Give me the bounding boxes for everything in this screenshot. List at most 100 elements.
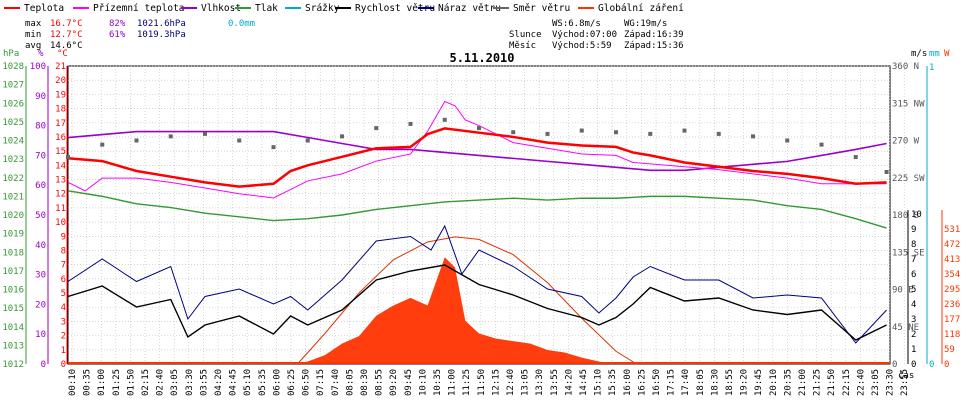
axis-dir-tick-3: 225 SW: [892, 174, 925, 184]
axis-pct-tick-20: 20: [35, 300, 46, 310]
x-tick-21: 08:55: [375, 369, 385, 396]
wind-dir-point-24: [884, 169, 889, 174]
axis-unit-w: W: [944, 49, 950, 59]
axis-temp-tick-4: 4: [61, 303, 66, 313]
axis-unit-mm: mm: [929, 49, 940, 59]
axis-ms-tick-3: 3: [911, 315, 916, 325]
axis-temp-tick-5: 5: [61, 289, 66, 299]
moon-label: Měsíc: [509, 41, 536, 51]
axis-unit-ms: m/s: [911, 49, 927, 59]
axis-w-tick-472: 472: [944, 240, 960, 250]
x-tick-15: 06:25: [287, 369, 297, 396]
axis-hpa-tick-1015: 1015: [2, 304, 24, 314]
axis-ms-tick-9: 9: [911, 225, 916, 235]
sun-rise: Východ:07:00: [552, 30, 617, 40]
axis-ms-tick-5: 5: [911, 285, 916, 295]
axis-dir-tick-7: 45 NE: [892, 323, 919, 333]
axis-ms-tick-10: 10: [911, 210, 922, 220]
x-tick-34: 14:20: [564, 369, 574, 396]
wind-dir-point-17: [648, 131, 653, 136]
axis-temp-tick-1: 1: [61, 346, 66, 356]
x-tick-23: 09:45: [404, 369, 414, 396]
wind-dir-point-0: [66, 155, 70, 160]
stats-block: max 16.7°C 82% 1021.6hPa 0.0mm min 12.7°…: [25, 19, 255, 51]
axis-hpa-tick-1022: 1022: [2, 174, 24, 184]
axis-w-tick-59: 59: [944, 345, 955, 355]
legend-label-5: Rychlost větru: [355, 3, 435, 14]
x-tick-11: 04:45: [229, 369, 239, 396]
x-tick-13: 05:35: [258, 369, 268, 396]
axis-hpa-tick-1024: 1024: [2, 137, 24, 147]
axis-hpa-tick-1023: 1023: [2, 155, 24, 165]
x-tick-41: 17:15: [667, 369, 677, 396]
axis-temp-tick-21: 21: [55, 62, 66, 72]
x-tick-56: 23:30: [886, 369, 896, 396]
x-tick-2: 01:00: [97, 369, 107, 396]
x-tick-31: 13:05: [521, 369, 531, 396]
x-tick-1: 00:35: [83, 369, 93, 396]
axis-temp-tick-3: 3: [61, 317, 66, 327]
x-tick-54: 22:40: [856, 369, 866, 396]
axis-temp-tick-16: 16: [55, 133, 66, 143]
x-tick-27: 11:25: [462, 369, 472, 396]
axis-unit-temp: °C: [57, 49, 68, 59]
axis-w-tick-236: 236: [944, 300, 960, 310]
legend-label-6: Náraz větru: [438, 3, 501, 14]
axis-ms-tick-8: 8: [911, 240, 916, 250]
axis-pct-tick-10: 10: [35, 330, 46, 340]
axis-unit-pct: %: [38, 49, 44, 59]
x-tick-28: 11:50: [477, 369, 487, 396]
x-tick-9: 03:55: [199, 369, 209, 396]
x-tick-47: 19:45: [754, 369, 764, 396]
axis-hpa-tick-1021: 1021: [2, 192, 24, 202]
axis-temp-tick-19: 19: [55, 90, 66, 100]
x-tick-16: 06:50: [302, 369, 312, 396]
stat-max-temp: 16.7°C: [50, 19, 83, 29]
x-tick-33: 13:55: [550, 369, 560, 396]
x-tick-35: 14:45: [579, 369, 589, 396]
axis-hpa-tick-1013: 1013: [2, 341, 24, 351]
axis-dir-tick-2: 270 W: [892, 137, 920, 147]
x-tick-30: 12:40: [506, 369, 516, 396]
wind-dir-point-8: [340, 134, 344, 139]
series-pressure: [67, 190, 887, 229]
x-tick-52: 21:50: [827, 369, 837, 396]
wind-wg: WG:19m/s: [624, 19, 667, 29]
x-tick-17: 07:15: [316, 369, 326, 396]
axis-hpa-tick-1012: 1012: [2, 360, 24, 370]
wind-dir-point-18: [682, 128, 687, 133]
axis-temp-tick-11: 11: [55, 204, 66, 214]
axis-temp-tick-10: 10: [55, 218, 66, 228]
x-tick-6: 02:40: [156, 369, 166, 396]
axis-temp-tick-14: 14: [55, 161, 66, 171]
x-tick-18: 07:40: [331, 369, 341, 396]
x-tick-43: 18:05: [696, 369, 706, 396]
axis-ms-tick-2: 2: [911, 330, 916, 340]
wind-dir-point-13: [511, 130, 516, 135]
axis-ms-tick-0: 0: [911, 360, 916, 370]
stat-avg-temp: 14.6°C: [50, 41, 83, 51]
legend-label-8: Globální záření: [598, 3, 684, 14]
x-tick-48: 20:10: [769, 369, 779, 396]
legend-label-0: Teplota: [24, 3, 64, 14]
stat-min-hum: 61%: [109, 30, 126, 40]
x-tick-20: 08:30: [360, 369, 370, 396]
wind-dir-point-6: [271, 145, 276, 150]
axis-pct-tick-0: 0: [41, 360, 46, 370]
axis-ms-tick-6: 6: [911, 270, 916, 280]
x-tick-25: 10:35: [433, 369, 443, 396]
axis-temp-tick-0: 0: [61, 360, 66, 370]
legend: Teplota Přízemní teplota Vlhkost Tlak Srážky…: [4, 3, 684, 14]
wind-dir-point-4: [203, 131, 207, 136]
wind-dir-point-10: [408, 121, 413, 126]
x-tick-40: 16:50: [652, 369, 662, 396]
series-ground-temp: [67, 100, 887, 199]
axis-ms-tick-1: 1: [911, 345, 916, 355]
wind-dir-point-23: [853, 155, 858, 160]
axis-pct-tick-90: 90: [35, 92, 46, 102]
axis-pct-tick-80: 80: [35, 122, 46, 132]
stat-avg-label: avg: [25, 41, 41, 51]
x-tick-29: 12:15: [491, 369, 501, 396]
axis-temp-tick-7: 7: [61, 261, 66, 271]
x-tick-32: 13:30: [535, 369, 545, 396]
